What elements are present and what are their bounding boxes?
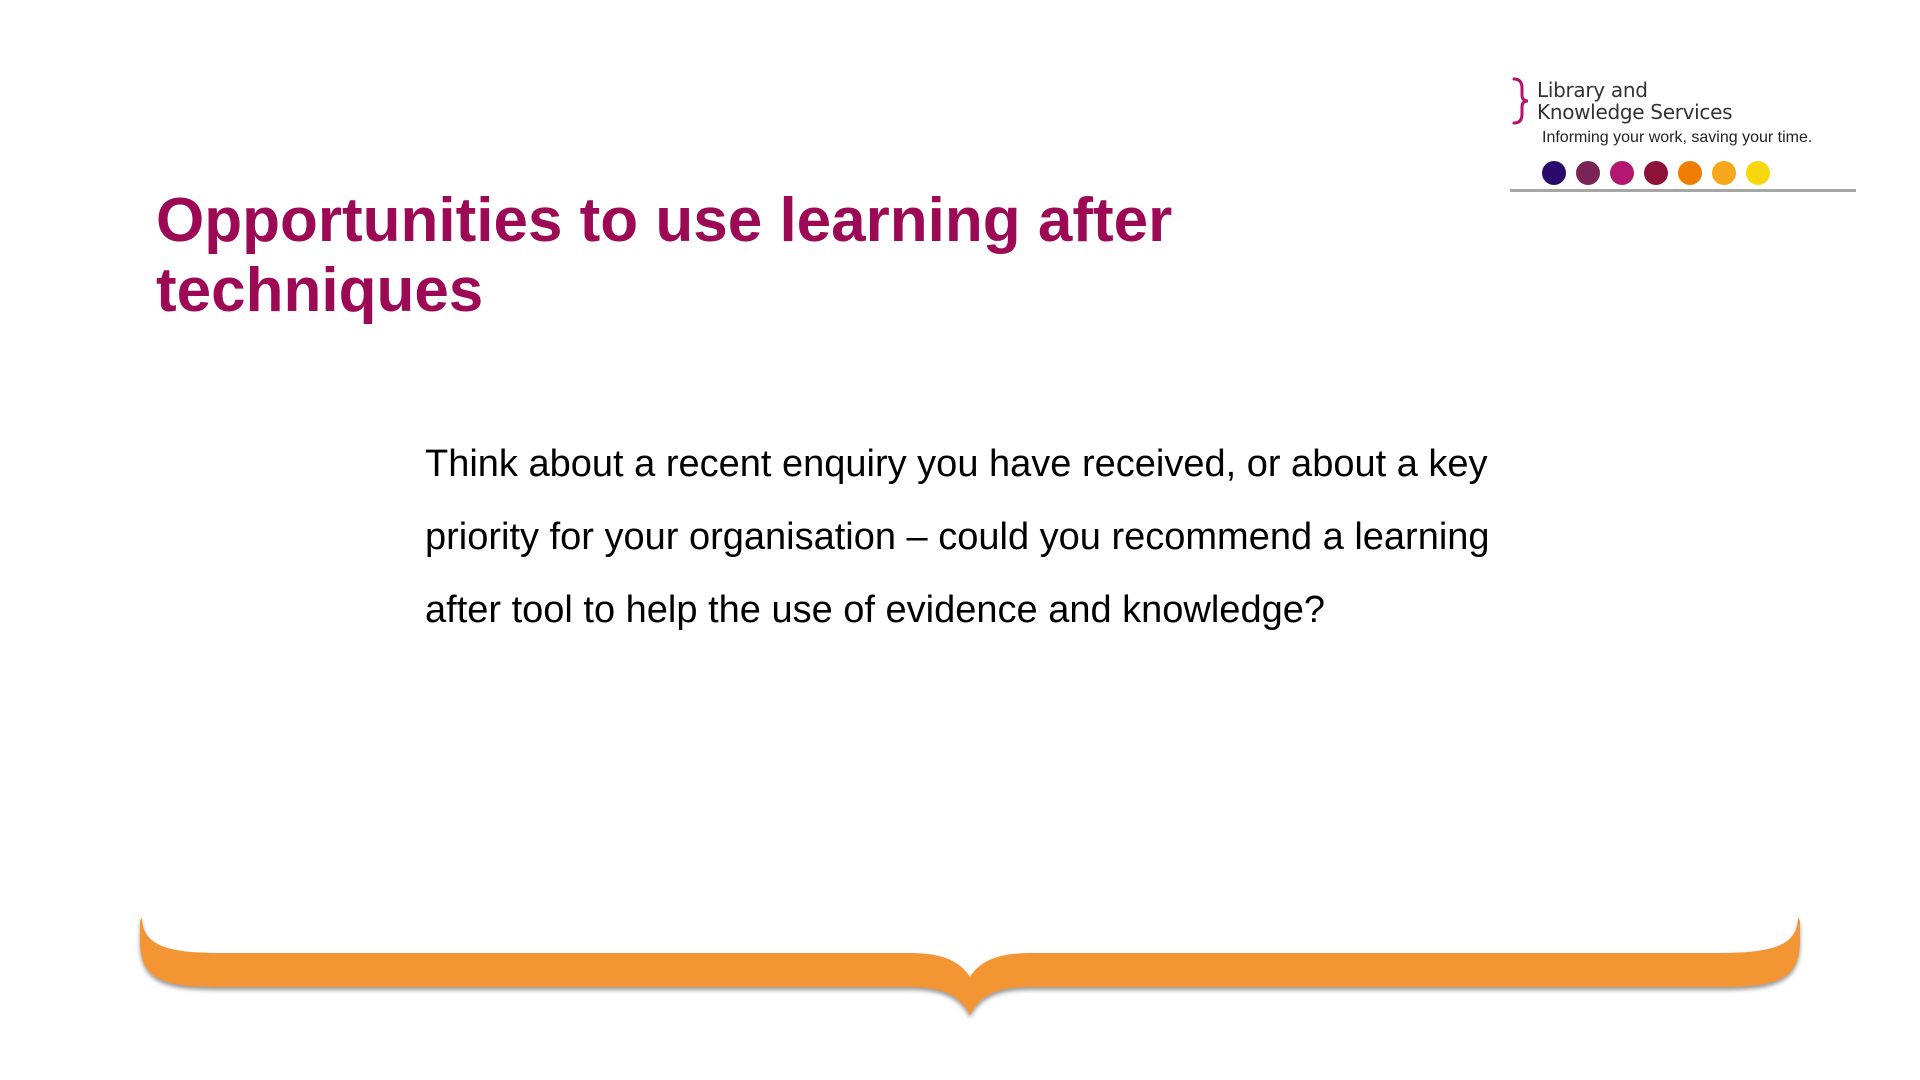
- logo-dot-1: [1542, 161, 1566, 185]
- logo-dot-3: [1610, 161, 1634, 185]
- slide-title: Opportunities to use learning after tech…: [156, 186, 1173, 325]
- brace-icon: [1512, 77, 1529, 125]
- logo-divider: [1510, 189, 1856, 192]
- logo-dot-6: [1712, 161, 1736, 185]
- logo-dot-5: [1678, 161, 1702, 185]
- logo-tagline: Informing your work, saving your time.: [1542, 129, 1813, 146]
- orange-brace-decoration: [140, 917, 1800, 1015]
- library-knowledge-services-logo: Library and Knowledge Services Informing…: [1510, 74, 1860, 194]
- logo-text-line1: Library and: [1537, 78, 1648, 102]
- logo-dot-4: [1644, 161, 1668, 185]
- logo-text-line2: Knowledge Services: [1537, 100, 1733, 124]
- logo-color-dots: [1542, 161, 1770, 185]
- logo-dot-7: [1746, 161, 1770, 185]
- slide-body-text: Think about a recent enquiry you have re…: [425, 443, 1490, 631]
- logo-dot-2: [1576, 161, 1600, 185]
